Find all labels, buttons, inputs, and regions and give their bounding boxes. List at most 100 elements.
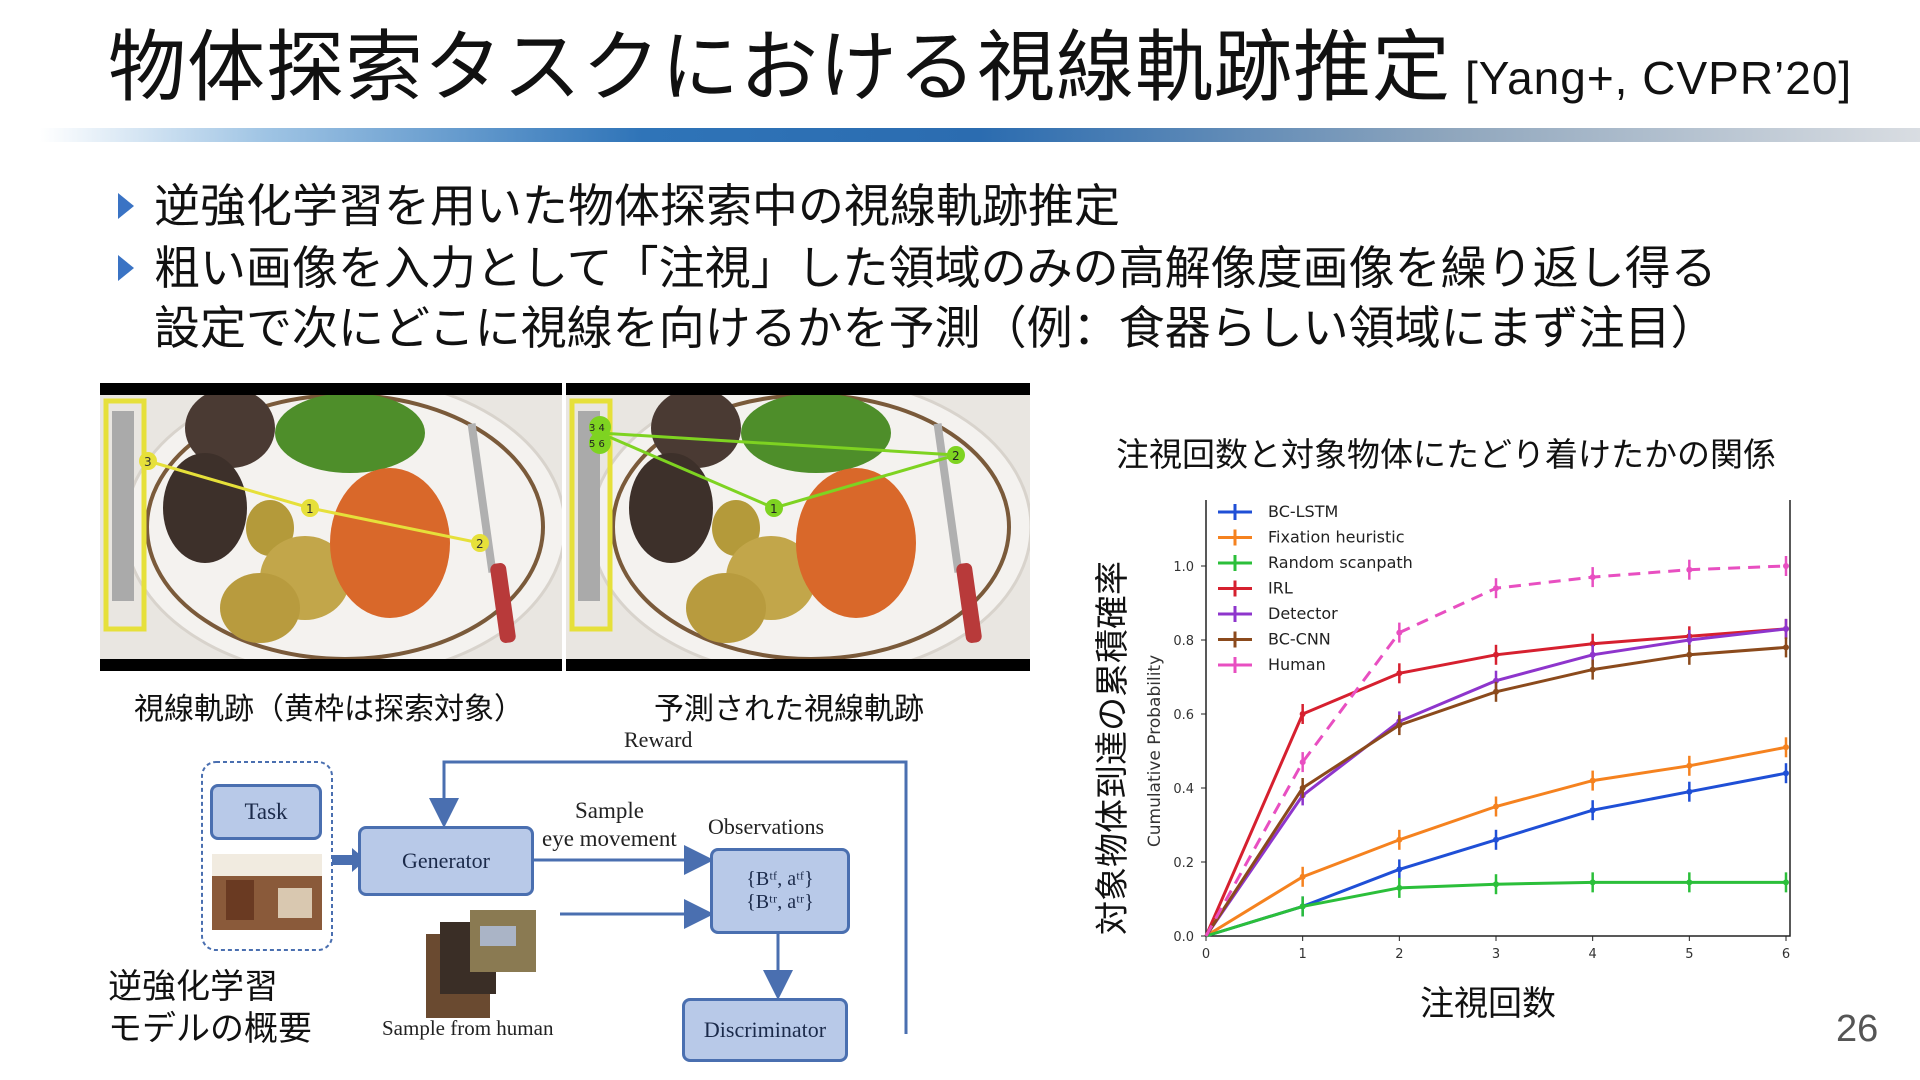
x-tick-label: 3 — [1492, 947, 1500, 962]
fixation-label: 2 — [476, 537, 484, 551]
fixation-label: 2 — [952, 449, 960, 463]
x-tick-label: 0 — [1202, 947, 1210, 962]
y-tick-label: 0.2 — [1173, 856, 1194, 871]
data-point — [1686, 762, 1693, 769]
data-point — [1493, 688, 1499, 695]
reward-label: Reward — [624, 727, 693, 752]
food-image-predicted-scanpath: 1 2 3 4 5 6 — [566, 383, 1030, 671]
data-point — [1686, 879, 1693, 886]
y-tick-label: 0.8 — [1173, 634, 1194, 649]
data-point — [1783, 563, 1789, 569]
data-point — [1493, 585, 1499, 592]
fixation-label: 3 4 — [589, 423, 605, 434]
data-point — [1686, 651, 1693, 658]
generator-box: Generator — [358, 826, 534, 896]
data-point — [1493, 803, 1499, 810]
model-caption: 逆強化学習 モデルの概要 — [108, 966, 312, 1050]
data-point — [1589, 651, 1596, 658]
left-image-caption: 視線軌跡（黄枠は探索対象） — [134, 692, 524, 727]
legend-label: Fixation heuristic — [1268, 528, 1405, 547]
observation-human: {Bᵗʳ, aᵗʳ} — [746, 891, 814, 913]
data-point — [1589, 574, 1596, 581]
model-caption-line2: モデルの概要 — [108, 1009, 312, 1049]
title-underline-bar — [40, 128, 1920, 142]
data-point — [1299, 759, 1306, 766]
data-point — [1299, 903, 1306, 910]
fixation-label: 5 6 — [589, 439, 605, 450]
bullet-1-text: 逆強化学習を用いた物体探索中の視線軌跡推定 — [154, 179, 1120, 233]
data-point — [1493, 651, 1499, 658]
data-point — [1783, 644, 1789, 651]
triangle-bullet-icon — [118, 193, 134, 219]
data-point — [1299, 711, 1306, 717]
data-point — [1396, 884, 1403, 891]
triangle-bullet-icon — [118, 255, 134, 281]
chart-ylabel-jp: 対象物体到達の累積確率 — [1093, 561, 1133, 935]
legend-label: Human — [1268, 655, 1326, 674]
x-tick-label: 2 — [1395, 947, 1403, 962]
data-point — [1589, 640, 1596, 647]
fixation-label: 1 — [770, 502, 778, 516]
bullet-2-text-line2: 設定で次にどこに視線を向けるかを予測（例：食器らしい領域にまず注目） — [154, 301, 1717, 355]
data-point — [1396, 670, 1403, 677]
observation-generated: {Bᵗᶠ, aᵗᶠ} — [746, 868, 814, 890]
discriminator-box: Discriminator — [682, 998, 848, 1062]
legend-label: BC-CNN — [1268, 630, 1331, 649]
model-caption-line1: 逆強化学習 — [108, 967, 278, 1007]
y-axis-label: Cumulative Probability — [1145, 655, 1165, 847]
slide-title: 物体探索タスクにおける視線軌跡推定 [Yang+, CVPR’20] — [108, 18, 1852, 128]
fixation-markers-left: 1 2 3 — [139, 452, 489, 552]
right-image-caption: 予測された視線軌跡 — [654, 692, 924, 727]
chart-title: 注視回数と対象物体にたどり着けたかの関係 — [1116, 435, 1776, 474]
data-point — [1783, 744, 1789, 751]
data-point — [1396, 836, 1403, 843]
data-point — [1783, 879, 1789, 886]
legend-label: Random scanpath — [1268, 553, 1413, 572]
chart-xlabel-jp: 注視回数 — [1420, 984, 1556, 1024]
data-point — [1396, 629, 1403, 636]
legend-label: Detector — [1268, 604, 1338, 623]
data-point — [1493, 836, 1499, 843]
cumulative-probability-chart: 0.0 0.2 0.4 0.6 0.8 1.0 0 1 2 3 4 5 6 Cumulative Prob… — [1145, 500, 1791, 962]
page-number: 26 — [1836, 1008, 1879, 1050]
data-point — [1493, 677, 1499, 684]
y-tick-label: 0.4 — [1173, 782, 1194, 797]
data-point — [1589, 777, 1596, 784]
legend-label: BC-LSTM — [1268, 502, 1338, 521]
x-tick-label: 5 — [1685, 947, 1693, 962]
citation: [Yang+, CVPR’20] — [1465, 52, 1853, 104]
x-tick-label: 6 — [1782, 947, 1790, 962]
fixation-label: 3 — [144, 455, 152, 469]
data-point — [1396, 722, 1403, 729]
data-point — [1299, 873, 1306, 880]
observations-box: {Bᵗᶠ, aᵗᶠ} {Bᵗʳ, aᵗʳ} — [710, 848, 850, 934]
data-point — [1783, 625, 1789, 632]
y-tick-label: 0.6 — [1173, 708, 1194, 723]
bullet-2: 粗い画像を入力として「注視」した領域のみの高解像度画像を繰り返し得る 設定で次に… — [118, 238, 1717, 358]
data-point — [1493, 881, 1499, 888]
y-tick-label: 0.0 — [1173, 930, 1194, 945]
data-point — [1396, 866, 1403, 873]
data-point — [1686, 788, 1693, 795]
sample-label: Sample — [575, 798, 644, 823]
data-point — [1299, 785, 1306, 791]
fixation-label: 1 — [306, 502, 314, 516]
bullet-1: 逆強化学習を用いた物体探索中の視線軌跡推定 — [118, 176, 1120, 236]
data-point — [1589, 879, 1596, 886]
x-tick-label: 4 — [1589, 947, 1597, 962]
data-point — [1686, 637, 1693, 643]
legend-label: IRL — [1268, 579, 1293, 598]
slide-title-text: 物体探索タスクにおける視線軌跡推定 — [108, 23, 1452, 113]
data-point — [1589, 807, 1596, 814]
sample-from-human-label: Sample from human — [382, 1016, 554, 1040]
data-point — [1589, 666, 1596, 673]
chart-axes — [1205, 500, 1791, 937]
data-point — [1783, 770, 1789, 777]
observations-label: Observations — [708, 814, 825, 839]
eye-movement-label: eye movement — [542, 826, 677, 851]
x-tick-label: 1 — [1299, 947, 1307, 962]
bullet-2-text-line1: 粗い画像を入力として「注視」した領域のみの高解像度画像を繰り返し得る — [154, 241, 1717, 295]
irl-model-diagram: Reward Task Generator Sample eye movemen… — [180, 720, 920, 1070]
y-tick-label: 1.0 — [1173, 560, 1194, 575]
fixation-markers-right: 1 2 3 4 5 6 — [589, 416, 965, 517]
